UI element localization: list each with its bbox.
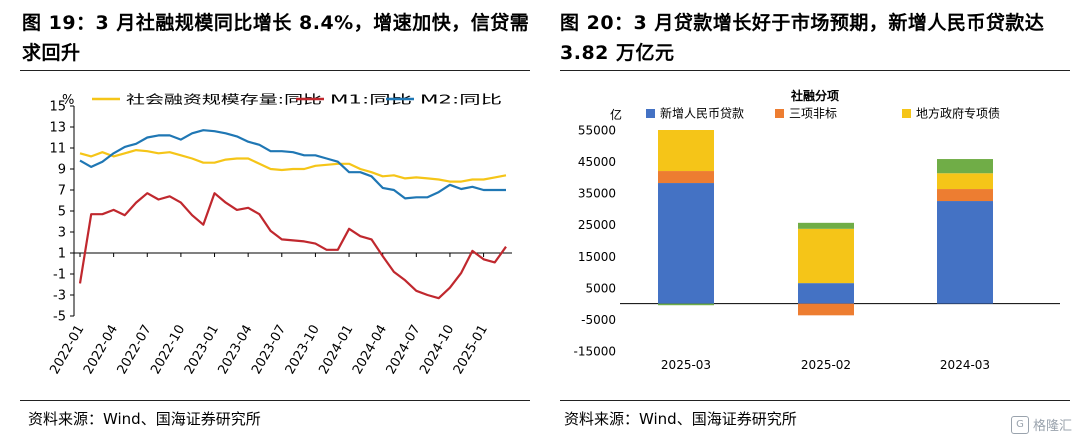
y-tick-label: 13 xyxy=(49,121,66,136)
y-tick-label: -5 xyxy=(53,310,66,325)
y-tick-label: 1 xyxy=(58,247,66,262)
legend-label-3: 地方政府专项债 xyxy=(916,106,1000,121)
bar-segment xyxy=(658,130,714,172)
y-axis-unit: % xyxy=(62,93,74,108)
y-tick-label: 3 xyxy=(58,226,66,241)
bar-segment xyxy=(937,189,993,202)
left-source-note: 资料来源：Wind、国海证券研究所 xyxy=(28,410,261,428)
bar-segment xyxy=(658,303,714,306)
bar-segment xyxy=(937,201,993,304)
x-tick-label: 2024-03 xyxy=(940,358,990,372)
legend-label-2: 三项非标 xyxy=(789,107,837,121)
bar-segment xyxy=(658,183,714,304)
left-top-rule xyxy=(20,70,530,71)
y-tick-label: -1 xyxy=(53,268,66,283)
right-top-rule xyxy=(560,70,1070,71)
left-bottom-rule xyxy=(20,400,530,401)
left-line-chart: -5-3-113579111315%2022-012022-042022-072… xyxy=(47,92,512,377)
series-line-3 xyxy=(79,129,506,200)
legend-swatch-1 xyxy=(646,109,655,118)
watermark-logo-icon: G xyxy=(1010,415,1029,434)
y-axis-unit: 亿 xyxy=(610,107,622,122)
series-line-2 xyxy=(78,192,507,300)
legend-label-3: M2:同比 xyxy=(420,93,502,107)
y-tick-label: 45000 xyxy=(578,155,616,169)
legend-label-1: 新增人民币贷款 xyxy=(660,106,744,121)
legend-label-1: 社会融资规模存量:同比 xyxy=(126,92,322,107)
bar-segment xyxy=(798,303,854,316)
y-tick-label: 15 xyxy=(49,100,66,115)
series-line-1 xyxy=(79,148,507,183)
y-tick-label: 15000 xyxy=(578,250,616,264)
bar-segment xyxy=(658,171,714,184)
right-source-note: 资料来源：Wind、国海证券研究所 xyxy=(564,410,797,428)
right-bottom-rule xyxy=(560,400,1070,401)
x-tick-label: 2025-02 xyxy=(801,358,851,372)
legend-swatch-2 xyxy=(775,109,784,118)
right-chart-title: 图 20：3 月贷款增长好于市场预期，新增人民币贷款达 3.82 万亿元 xyxy=(560,12,1045,64)
bar-segment xyxy=(937,173,993,190)
y-tick-label: 9 xyxy=(58,163,66,178)
bar-segment xyxy=(798,222,854,229)
y-tick-label: 5 xyxy=(58,205,66,220)
bar-segment xyxy=(798,283,854,304)
y-tick-label: 7 xyxy=(58,184,66,199)
bar-chart-title: 社融分项 xyxy=(790,88,839,103)
bar-segment xyxy=(937,159,993,174)
y-tick-label: 25000 xyxy=(578,218,616,232)
left-panel: 图 19：3 月社融规模同比增长 8.4%，增速加快，信贷需求回升 -5 -3 -1… xyxy=(20,12,530,428)
y-tick-label: 5000 xyxy=(585,281,616,295)
bar-segment xyxy=(798,228,854,284)
y-tick-label: -15000 xyxy=(573,345,616,359)
y-tick-label: 11 xyxy=(49,142,66,157)
x-tick-label: 2025-03 xyxy=(661,358,711,372)
y-tick-label: -5000 xyxy=(581,313,616,327)
legend-swatch-3 xyxy=(902,109,911,118)
y-tick-label: 35000 xyxy=(578,187,616,201)
legend-label-2: M1:同比 xyxy=(330,93,412,107)
watermark: G 格隆汇 xyxy=(1010,415,1072,434)
y-tick-label: -3 xyxy=(53,289,66,304)
right-panel: 图 20：3 月贷款增长好于市场预期，新增人民币贷款达 3.82 万亿元 社融分… xyxy=(540,0,1080,440)
left-chart-title: 图 19：3 月社融规模同比增长 8.4%，增速加快，信贷需求回升 xyxy=(22,12,530,64)
y-tick-label: 55000 xyxy=(578,124,616,138)
watermark-text: 格隆汇 xyxy=(1032,419,1072,434)
